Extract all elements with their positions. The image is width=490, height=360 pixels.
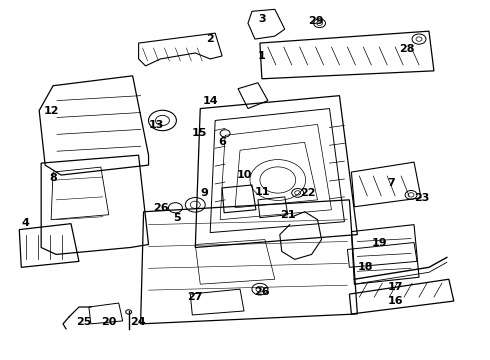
- Text: 1: 1: [258, 51, 266, 61]
- Text: 19: 19: [371, 238, 387, 248]
- Text: 2: 2: [206, 34, 214, 44]
- Text: 26: 26: [153, 203, 169, 213]
- Text: 9: 9: [200, 188, 208, 198]
- Text: 16: 16: [387, 296, 403, 306]
- Text: 20: 20: [101, 317, 117, 327]
- Text: 28: 28: [399, 44, 415, 54]
- Text: 24: 24: [130, 317, 146, 327]
- Text: 22: 22: [300, 188, 315, 198]
- Text: 21: 21: [280, 210, 295, 220]
- Text: 8: 8: [49, 173, 57, 183]
- Text: 18: 18: [357, 262, 373, 272]
- Text: 4: 4: [22, 218, 29, 228]
- Text: 25: 25: [76, 317, 92, 327]
- Text: 11: 11: [255, 187, 270, 197]
- Text: 26: 26: [254, 287, 270, 297]
- Text: 10: 10: [237, 170, 252, 180]
- Text: 14: 14: [202, 96, 218, 105]
- Text: 29: 29: [308, 16, 323, 26]
- Text: 15: 15: [192, 129, 207, 138]
- Text: 17: 17: [387, 282, 403, 292]
- Text: 27: 27: [188, 292, 203, 302]
- Text: 7: 7: [387, 178, 395, 188]
- Text: 6: 6: [218, 137, 226, 147]
- Text: 5: 5: [173, 213, 181, 223]
- Text: 13: 13: [148, 121, 164, 130]
- Text: 12: 12: [44, 105, 59, 116]
- Text: 23: 23: [414, 193, 429, 203]
- Text: 3: 3: [258, 14, 266, 24]
